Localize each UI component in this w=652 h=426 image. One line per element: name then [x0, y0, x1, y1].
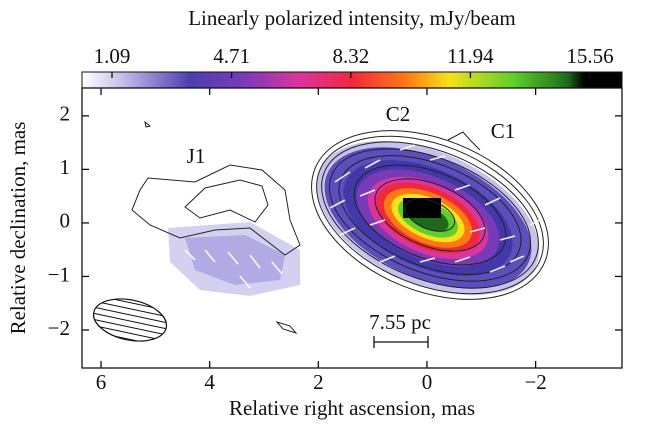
- y-tick-label: 2: [60, 102, 71, 126]
- contour: [145, 122, 150, 127]
- colorbar: [82, 72, 622, 88]
- core-peak: [403, 198, 441, 218]
- x-tick-label: −2: [524, 370, 546, 394]
- y-axis-label: Relative declination, mas: [6, 122, 30, 335]
- annotation: 7.55 pc: [369, 310, 431, 334]
- colorbar-tick-label: 15.56: [566, 44, 613, 68]
- x-tick-label: 2: [313, 370, 324, 394]
- contour: [277, 322, 296, 333]
- colorbar-tick-label: 8.32: [332, 44, 369, 68]
- x-tick-label: 6: [96, 370, 107, 394]
- x-tick-label: 0: [422, 370, 433, 394]
- y-tick-label: −1: [48, 262, 70, 286]
- colorbar-tick-label: 11.94: [447, 44, 494, 68]
- x-tick-label: 4: [204, 370, 215, 394]
- beam: [90, 293, 171, 348]
- scale-bar: [374, 336, 428, 348]
- colorbar-title: Linearly polarized intensity, mJy/beam: [188, 6, 516, 30]
- j1-contour: [185, 180, 268, 222]
- y-tick-label: 1: [60, 155, 71, 179]
- colorbar-tick-label: 4.71: [213, 44, 250, 68]
- chart: Linearly polarized intensity, mJy/beam: [0, 0, 652, 426]
- annotation: J1: [187, 144, 206, 168]
- y-tick-label: −2: [48, 316, 70, 340]
- x-axis-label: Relative right ascension, mas: [229, 396, 475, 420]
- y-tick-label: 0: [60, 209, 71, 233]
- colorbar-tick-label: 1.09: [94, 44, 131, 68]
- annotation: C1: [491, 119, 516, 143]
- annotation: C2: [386, 102, 411, 126]
